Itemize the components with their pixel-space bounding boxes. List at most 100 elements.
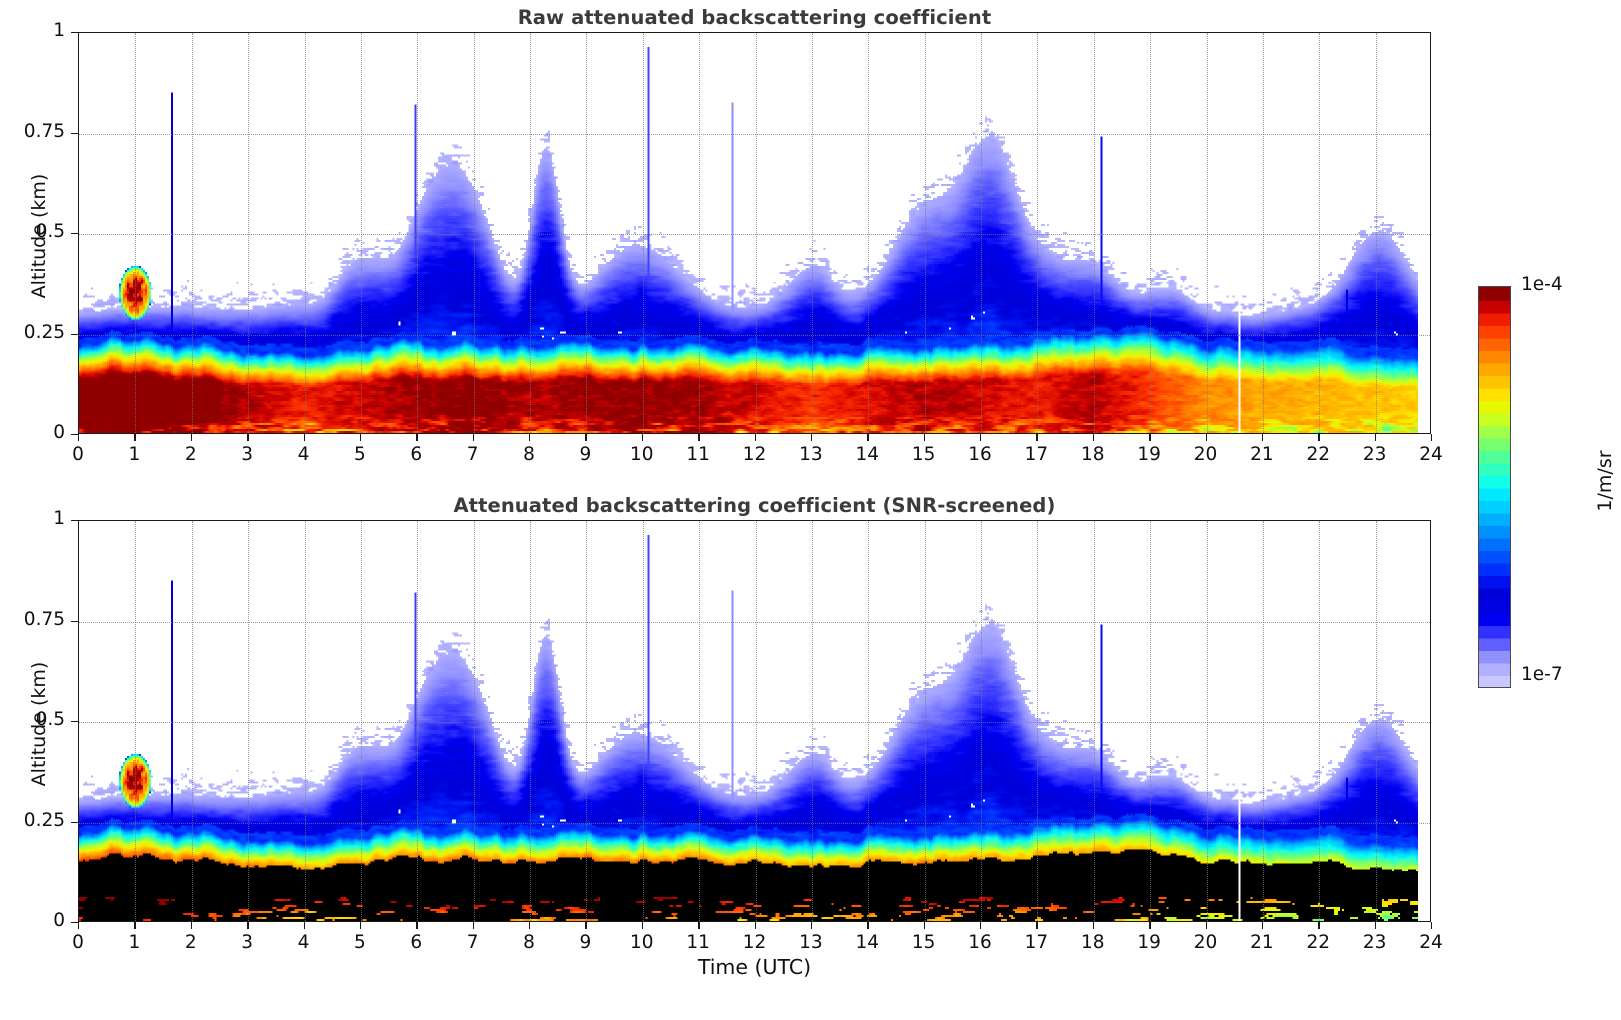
x-tick <box>1318 922 1320 929</box>
x-tick-label: 20 <box>1193 444 1218 465</box>
x-tick-label: 1 <box>128 932 141 953</box>
x-tick-label: 0 <box>72 444 84 465</box>
colorbar-gradient <box>1478 286 1511 688</box>
y-tick-label: 1 <box>53 508 65 529</box>
x-tick <box>1092 434 1095 441</box>
x-tick-label: 3 <box>241 444 254 465</box>
y-tick-label: 0.25 <box>23 321 65 343</box>
y-tick-label: 0.25 <box>23 809 65 831</box>
x-tick <box>1318 434 1320 441</box>
x-tick-label: 6 <box>410 444 423 465</box>
x-tick-label: 7 <box>466 932 479 953</box>
panel-title-top: Raw attenuated backscattering coefficien… <box>517 6 992 29</box>
x-tick-label: 14 <box>855 444 880 465</box>
x-tick-label: 20 <box>1193 932 1218 953</box>
x-tick-label: 5 <box>353 932 366 953</box>
x-tick <box>416 434 418 441</box>
x-tick <box>810 922 813 929</box>
y-tick <box>71 434 78 436</box>
x-tick-label: 19 <box>1137 932 1161 953</box>
x-tick-label: 8 <box>523 932 535 953</box>
x-tick-label: 23 <box>1362 444 1387 465</box>
x-tick <box>247 922 249 929</box>
x-tick <box>1149 434 1151 441</box>
x-tick <box>134 922 136 929</box>
x-tick-label: 12 <box>742 932 767 953</box>
x-tick-label: 9 <box>579 932 592 953</box>
y-tick <box>71 721 78 723</box>
heatmap-canvas-top <box>79 33 1430 433</box>
x-tick <box>1431 922 1433 929</box>
x-tick <box>1205 922 1207 929</box>
panel-title-bottom: Attenuated backscattering coefficient (S… <box>453 494 1056 517</box>
y-tick-label: 0.75 <box>23 120 65 142</box>
colorbar: 1e-4 1e-7 <box>1478 274 1563 688</box>
x-tick <box>1261 922 1264 929</box>
x-tick-label: 15 <box>911 444 936 465</box>
x-tick-label: 8 <box>523 444 535 465</box>
x-tick <box>641 434 644 441</box>
x-tick <box>641 922 644 929</box>
x-tick <box>1036 434 1038 441</box>
heatmap-canvas-bottom <box>79 521 1430 921</box>
x-tick <box>134 434 136 441</box>
x-tick <box>754 922 756 929</box>
x-tick <box>1374 922 1377 929</box>
x-tick <box>529 434 531 441</box>
x-tick <box>754 434 756 441</box>
x-tick <box>1149 922 1151 929</box>
y-tick-label: 0 <box>53 910 65 931</box>
x-tick <box>1205 434 1207 441</box>
x-tick <box>980 922 982 929</box>
x-tick <box>190 434 193 441</box>
x-tick <box>698 434 700 441</box>
y-tick-label: 0.75 <box>23 608 65 630</box>
x-tick-label: 15 <box>911 932 936 953</box>
x-tick-label: 16 <box>968 444 992 465</box>
x-tick-label: 12 <box>742 444 767 465</box>
x-tick <box>303 434 305 441</box>
x-tick-label: 23 <box>1362 932 1387 953</box>
x-tick-label: 4 <box>297 932 310 953</box>
x-tick-label: 18 <box>1080 444 1105 465</box>
y-tick-label: 0 <box>53 422 65 443</box>
y-tick-label: 0.5 <box>35 709 65 730</box>
x-tick-label: 21 <box>1250 444 1274 465</box>
x-tick-label: 18 <box>1080 932 1105 953</box>
y-tick <box>71 333 78 335</box>
x-tick-label: 7 <box>466 444 479 465</box>
x-tick-label: 6 <box>410 932 423 953</box>
x-tick <box>78 922 80 929</box>
x-tick <box>1261 434 1264 441</box>
y-tick-label: 1 <box>53 20 65 41</box>
x-tick <box>810 434 813 441</box>
x-tick-label: 13 <box>799 444 823 465</box>
x-tick <box>1036 922 1038 929</box>
x-tick-label: 19 <box>1137 444 1161 465</box>
x-tick-label: 0 <box>72 932 84 953</box>
x-tick-label: 22 <box>1306 932 1331 953</box>
x-tick-label: 11 <box>686 932 710 953</box>
x-tick <box>698 922 700 929</box>
y-tick <box>71 32 78 34</box>
x-tick <box>472 434 475 441</box>
x-tick <box>190 922 193 929</box>
x-tick <box>1374 434 1377 441</box>
colorbar-tick-low: 1e-7 <box>1521 664 1563 685</box>
x-tick-label: 21 <box>1250 932 1274 953</box>
x-axis-label: Time (UTC) <box>697 955 812 979</box>
x-tick <box>303 922 305 929</box>
x-tick <box>585 434 587 441</box>
x-tick <box>416 922 418 929</box>
x-tick-label: 2 <box>184 932 197 953</box>
x-tick <box>585 922 587 929</box>
y-tick <box>71 233 78 235</box>
x-tick-label: 1 <box>128 444 141 465</box>
x-tick-label: 16 <box>968 932 992 953</box>
x-tick-label: 11 <box>686 444 710 465</box>
x-tick-label: 5 <box>353 444 366 465</box>
x-tick-label: 22 <box>1306 444 1331 465</box>
x-tick <box>980 434 982 441</box>
y-tick <box>71 922 78 924</box>
